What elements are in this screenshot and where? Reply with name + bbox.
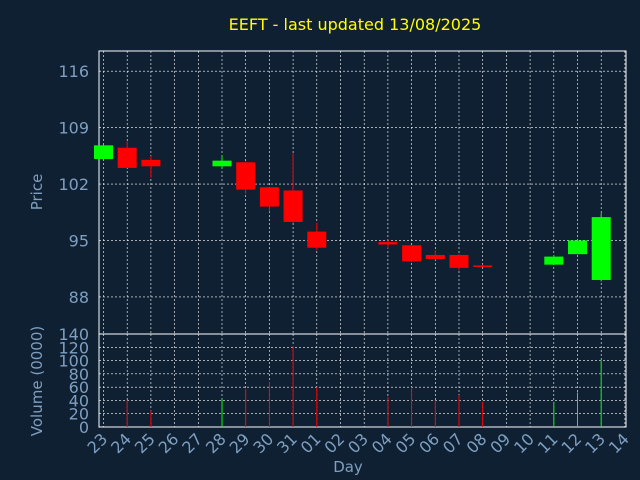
- volume-tick-label: 100: [58, 352, 89, 371]
- price-tick-label: 88: [69, 288, 89, 307]
- x-tick-label: 14: [605, 429, 633, 457]
- volume-grid: [98, 333, 627, 428]
- candle-body: [449, 254, 469, 268]
- volume-frame: [98, 333, 627, 428]
- x-axis-label: Day: [333, 458, 363, 476]
- price-tick-label: 102: [58, 175, 89, 194]
- candle-body: [591, 217, 611, 280]
- candle-body: [473, 265, 493, 267]
- price-candles: [94, 141, 611, 282]
- candle-body: [259, 187, 279, 207]
- candle-body: [307, 231, 327, 248]
- chart-title: EEFT - last updated 13/08/2025: [229, 15, 482, 34]
- candle-body: [544, 256, 564, 265]
- candle-body: [212, 160, 232, 167]
- candle-body: [117, 147, 137, 168]
- candle-body: [568, 240, 587, 255]
- price-grid: [98, 50, 627, 335]
- volume-tick-label: 140: [58, 325, 89, 344]
- candle-body: [425, 254, 445, 260]
- price-tick-label: 109: [58, 119, 89, 138]
- candle-body: [94, 145, 113, 160]
- volume-tick-label: 60: [69, 378, 89, 397]
- price-y-axis: 88 95 102 109 116: [58, 62, 89, 307]
- price-tick-label: 95: [69, 231, 89, 250]
- candle-body: [378, 242, 398, 245]
- price-frame: [98, 50, 627, 335]
- volume-tick-label: 20: [69, 405, 89, 424]
- price-panel: 88 95 102 109 116 Price: [28, 50, 627, 335]
- volume-tick-label: 40: [69, 391, 89, 410]
- candle-body: [236, 162, 256, 190]
- volume-bars: [126, 345, 602, 427]
- volume-tick-label: 120: [58, 338, 89, 357]
- candle-body: [402, 245, 422, 262]
- price-tick-label: 116: [58, 62, 89, 81]
- candle-body: [141, 159, 161, 167]
- candle-body: [283, 190, 303, 222]
- price-axis-label: Price: [28, 174, 46, 211]
- volume-tick-label: 0: [79, 418, 89, 437]
- volume-axis-label: Volume (0000): [28, 326, 46, 436]
- volume-tick-label: 80: [69, 365, 89, 384]
- x-axis: 2324252627282930310102030405060708091011…: [83, 429, 632, 457]
